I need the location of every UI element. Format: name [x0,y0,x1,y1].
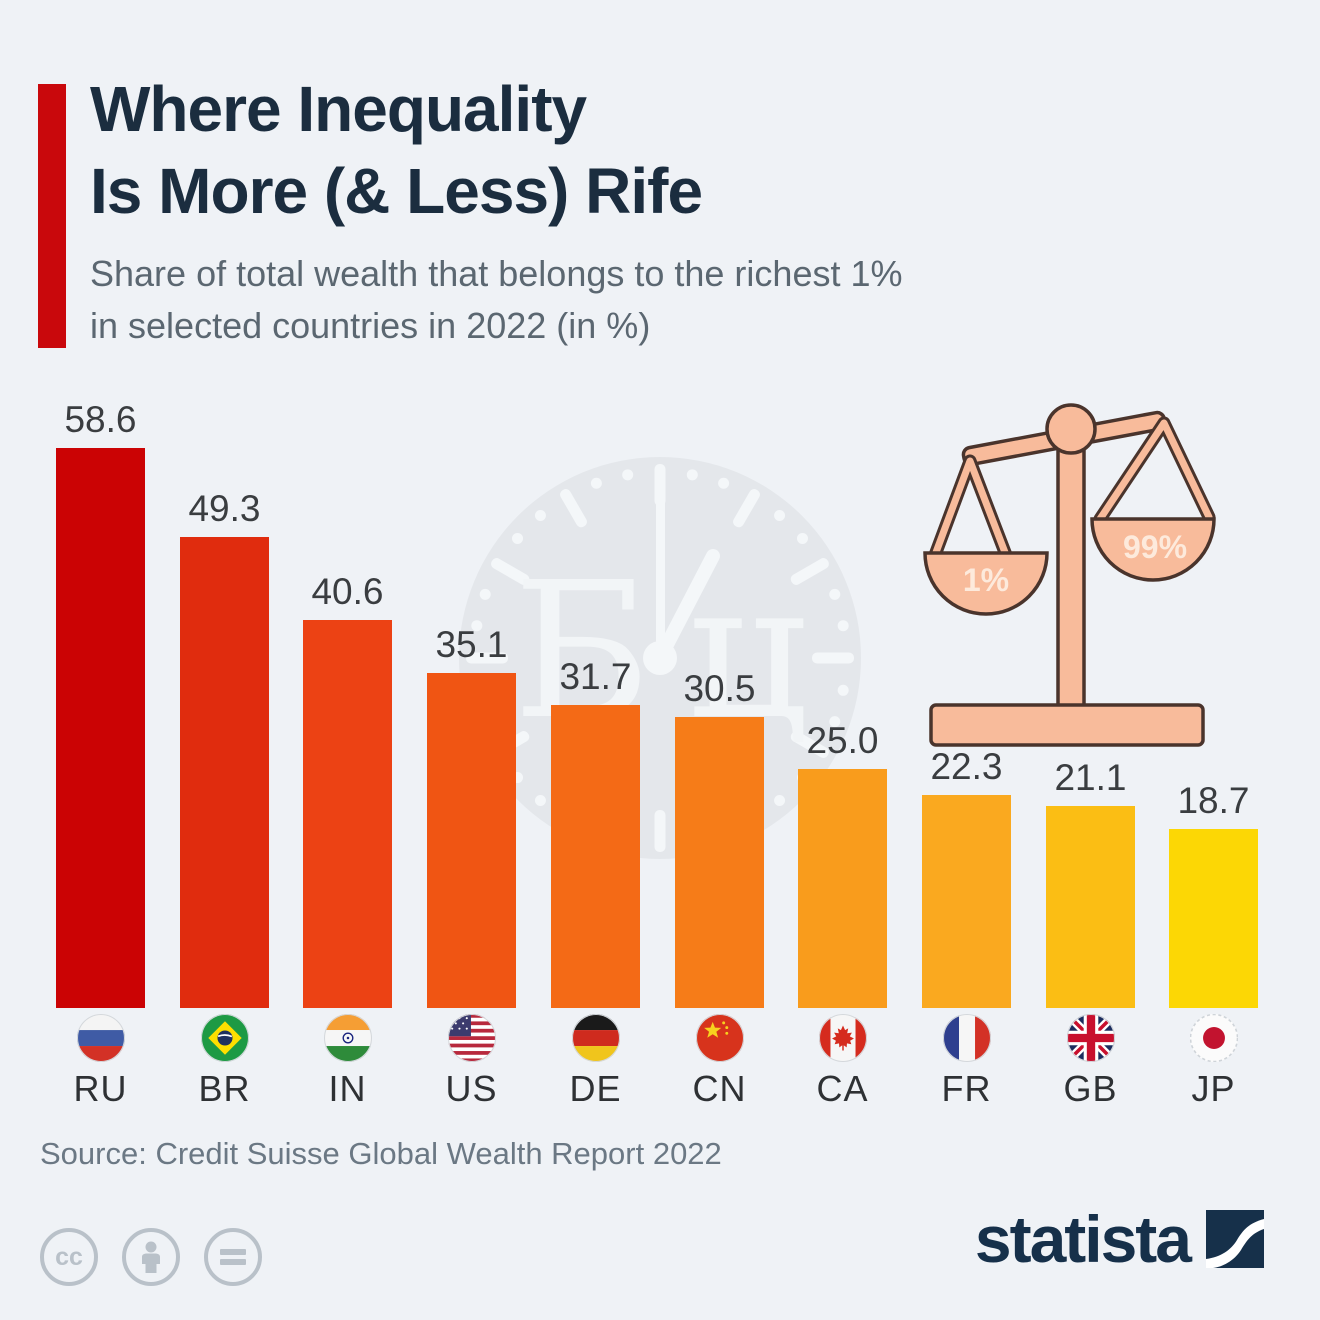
bar-fr [922,795,1011,1008]
bar-cn [675,717,764,1008]
country-code-gb: GB [1063,1068,1118,1109]
title-line-1: Where Inequality [90,73,587,145]
balance-scale-illustration: 1% 99% [923,403,1216,747]
scale-left-pan [923,551,1049,616]
bar-value-label-fr: 22.3 [930,746,1003,787]
country-code-jp: JP [1191,1068,1236,1109]
bar-column-in: 40.6 IN [303,400,392,1120]
statista-mark-icon [1206,1210,1264,1268]
flag-in-icon [324,1014,372,1062]
bar-gb [1046,806,1135,1008]
right-pan-label: 99% [1123,529,1187,565]
cc-icon: cc [40,1228,98,1286]
bar-value-label-cn: 30.5 [683,668,756,709]
country-code-cn: CN [692,1068,747,1109]
bar-value-label-gb: 21.1 [1054,757,1127,798]
country-code-de: DE [569,1068,622,1109]
scale-knob [1045,403,1097,455]
title-line-2: Is More (& Less) Rife [90,155,703,227]
scale-right-pan [1090,517,1216,582]
country-code-ru: RU [73,1068,128,1109]
bar-column-fr: 22.3 FR [922,400,1011,1120]
flag-gb-icon [1067,1014,1115,1062]
scale-base [929,703,1205,747]
bar-column-jp: 18.7 JP [1169,400,1258,1120]
left-pan-label: 1% [963,562,1009,598]
country-code-in: IN [328,1068,367,1109]
bar-ca [798,769,887,1008]
bar-column-ca: 25.0 CA [798,400,887,1120]
bar-value-label-jp: 18.7 [1177,780,1250,821]
bar-column-de: 31.7 DE [551,400,640,1120]
bar-value-label-in: 40.6 [311,571,384,612]
subtitle-line-2: in selected countries in 2022 (in %) [90,305,651,346]
bar-value-label-ru: 58.6 [64,399,137,440]
bar-value-label-ca: 25.0 [806,720,879,761]
country-code-ca: CA [816,1068,869,1109]
country-code-us: US [445,1068,498,1109]
bar-jp [1169,829,1258,1008]
scale-pillar [1056,435,1086,719]
flag-de-icon [572,1014,620,1062]
bar-de [551,705,640,1008]
attribution-person-icon [122,1228,180,1286]
subtitle-line-1: Share of total wealth that belongs to th… [90,253,903,294]
country-code-br: BR [198,1068,251,1109]
bar-column-br: 49.3 BR [180,400,269,1120]
statista-logo: statista [974,1202,1264,1276]
flag-us-icon [448,1014,496,1062]
bar-column-cn: 30.5 CN [675,400,764,1120]
bar-column-us: 35.1 US [427,400,516,1120]
page-title: Where Inequality Is More (& Less) Rife [90,68,703,232]
license-icons: cc [40,1228,262,1286]
bar-column-gb: 21.1 GB [1046,400,1135,1120]
source-note: Source: Credit Suisse Global Wealth Repo… [40,1136,722,1171]
flag-cn-icon [696,1014,744,1062]
bar-column-ru: 58.6 RU [56,399,145,1120]
flag-ca-icon [819,1014,867,1062]
page-subtitle: Share of total wealth that belongs to th… [90,248,903,352]
bar-value-label-us: 35.1 [435,624,508,665]
flag-jp-icon [1190,1014,1238,1062]
flag-ru-icon [77,1014,125,1062]
bar-us [427,673,516,1008]
bar-br [180,537,269,1008]
flag-fr-icon [943,1014,991,1062]
flag-br-icon [201,1014,249,1062]
title-accent-bar [38,84,66,348]
country-code-fr: FR [941,1068,992,1109]
bar-value-label-de: 31.7 [559,656,632,697]
cc-icon-text: cc [55,1242,83,1271]
bar-ru [56,448,145,1008]
statista-wordmark: statista [974,1202,1192,1276]
bar-in [303,620,392,1008]
no-derivatives-equals-icon [204,1228,262,1286]
bar-value-label-br: 49.3 [188,488,261,529]
